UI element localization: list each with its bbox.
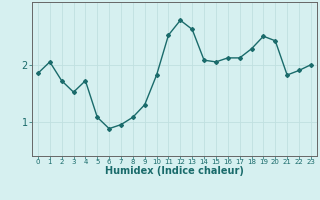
X-axis label: Humidex (Indice chaleur): Humidex (Indice chaleur): [105, 166, 244, 176]
